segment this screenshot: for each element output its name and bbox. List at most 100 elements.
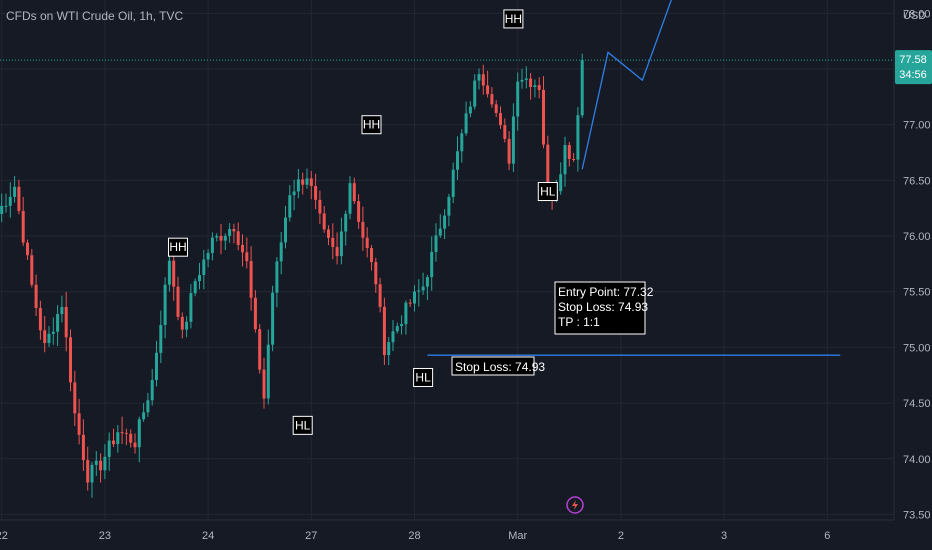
candle-body — [69, 337, 72, 383]
candle-body — [395, 326, 399, 332]
swing-label-box — [537, 182, 558, 202]
candle-body — [43, 330, 47, 344]
candle-body — [391, 331, 395, 343]
candle-body — [4, 205, 8, 207]
x-tick-label: 24 — [202, 530, 214, 542]
x-tick-label: Mar — [508, 530, 527, 542]
candle-body — [331, 237, 335, 248]
x-tick-label: 23 — [99, 530, 111, 542]
x-axis[interactable]: 2223242728Mar236 — [0, 530, 830, 542]
candle-body — [60, 306, 64, 315]
candle-body — [64, 306, 68, 338]
last-price-tag: 77.58 34:56 — [895, 50, 932, 85]
y-tick-label: 74.50 — [903, 398, 931, 410]
swing-label-hl[interactable]: HL — [292, 415, 313, 435]
candle-body — [167, 260, 171, 285]
candle-body — [275, 261, 279, 293]
lightning-icon[interactable] — [566, 496, 584, 514]
candle-body — [81, 434, 85, 461]
candle-body — [400, 324, 404, 327]
candle-body — [271, 292, 275, 345]
candle-body — [56, 314, 60, 332]
x-tick-label: 6 — [824, 530, 830, 542]
candle-body — [374, 262, 378, 285]
candle-body — [296, 179, 300, 192]
swing-label-hl[interactable]: HL — [413, 367, 434, 387]
candle-body — [86, 460, 90, 483]
candle-body — [473, 80, 477, 107]
x-tick-label: 22 — [0, 530, 8, 542]
candle-body — [266, 344, 270, 399]
stop-loss-label[interactable]: Stop Loss: 74.93 — [451, 356, 545, 376]
candle-body — [124, 432, 128, 434]
y-axis[interactable]: 73.50 74.00 74.50 75.00 75.50 76.00 76.50 77.00… — [903, 8, 931, 521]
candle-body — [8, 196, 12, 206]
swing-label-hh[interactable]: HH — [168, 237, 188, 257]
candle-body — [318, 199, 322, 214]
candles — [0, 53, 584, 498]
candle-body — [559, 174, 563, 192]
candle-body — [507, 138, 511, 164]
x-tick-label: 3 — [721, 530, 727, 542]
candle-body — [236, 231, 240, 245]
candle-body — [546, 144, 550, 193]
candle-body — [305, 178, 309, 185]
candle-body — [292, 191, 296, 196]
candle-body — [421, 286, 425, 291]
candle-body — [520, 79, 524, 82]
swing-label-hh[interactable]: HH — [361, 115, 382, 135]
candle-body — [90, 464, 94, 483]
swing-label-text: HH — [169, 240, 186, 254]
candle-body — [206, 252, 210, 260]
candle-body — [408, 302, 412, 304]
swing-label-hl[interactable]: HL — [537, 182, 558, 202]
candle-body — [21, 210, 25, 243]
candle-body — [567, 145, 571, 159]
candle-body — [516, 81, 520, 117]
candle-body — [486, 85, 490, 95]
candle-body — [464, 113, 468, 134]
candle-body — [357, 201, 361, 222]
candle-body — [309, 178, 313, 186]
last-price-tag-box — [895, 50, 932, 85]
swing-label-text: HH — [363, 118, 380, 132]
candle-body — [73, 382, 77, 414]
swing-label-box — [361, 115, 382, 135]
y-tick-label: 78.00 — [903, 8, 931, 20]
candle-body — [189, 293, 193, 322]
candle-body — [180, 316, 184, 330]
candle-body — [529, 78, 533, 87]
candle-body — [112, 440, 115, 445]
candle-body — [159, 324, 163, 353]
candle-body — [327, 229, 330, 238]
candle-body — [215, 235, 219, 238]
candle-body — [77, 413, 81, 435]
candle-body — [34, 284, 38, 308]
candle-body — [382, 306, 386, 356]
swing-label-hh[interactable]: HH — [503, 9, 524, 29]
swing-label-text: HL — [540, 185, 556, 199]
candle-body — [404, 302, 408, 325]
candle-body — [533, 85, 537, 87]
candle-body — [30, 255, 34, 285]
candle-body — [378, 284, 382, 307]
swing-label-box — [413, 367, 434, 387]
last-price-value: 77.58 — [899, 54, 927, 66]
swing-label-box — [168, 237, 188, 257]
candle-body — [438, 228, 442, 236]
candle-body — [477, 74, 481, 81]
candle-body — [0, 205, 4, 214]
candle-body — [142, 412, 146, 420]
candle-body — [228, 229, 232, 236]
candle-body — [456, 151, 459, 170]
projection-path[interactable] — [581, 0, 672, 170]
candle-body — [425, 277, 429, 287]
candle-body — [185, 321, 189, 330]
candle-body — [133, 442, 137, 448]
candle-body — [193, 281, 197, 294]
candle-body — [107, 440, 111, 457]
